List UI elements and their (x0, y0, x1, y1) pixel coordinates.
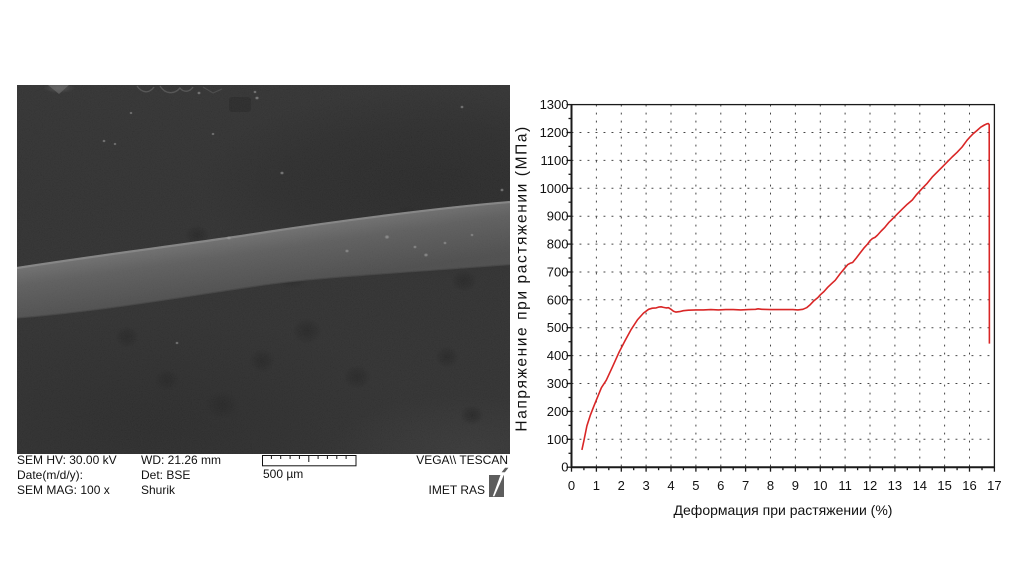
svg-text:200: 200 (547, 404, 569, 419)
svg-text:800: 800 (547, 237, 569, 252)
svg-text:14: 14 (913, 478, 927, 493)
svg-text:1100: 1100 (541, 153, 569, 168)
svg-text:3: 3 (642, 478, 649, 493)
svg-text:100: 100 (547, 432, 569, 447)
svg-text:600: 600 (547, 292, 569, 307)
svg-text:0: 0 (561, 460, 568, 475)
svg-text:Деформация при растяжении (%): Деформация при растяжении (%) (674, 502, 893, 518)
svg-text:700: 700 (547, 265, 569, 280)
svg-text:9: 9 (792, 478, 799, 493)
svg-text:16: 16 (962, 478, 976, 493)
svg-text:13: 13 (888, 478, 902, 493)
svg-text:11: 11 (838, 478, 852, 493)
svg-text:Напряжение при растяжении (МПа: Напряжение при растяжении (МПа) (514, 125, 531, 431)
svg-text:12: 12 (863, 478, 877, 493)
svg-text:10: 10 (813, 478, 827, 493)
svg-text:500: 500 (547, 320, 569, 335)
svg-text:1: 1 (593, 478, 600, 493)
svg-text:6: 6 (717, 478, 724, 493)
svg-text:15: 15 (937, 478, 951, 493)
svg-text:7: 7 (742, 478, 749, 493)
svg-text:8: 8 (767, 478, 774, 493)
svg-text:1200: 1200 (540, 125, 569, 140)
svg-text:1000: 1000 (540, 181, 569, 196)
svg-text:5: 5 (692, 478, 699, 493)
svg-text:17: 17 (987, 478, 1001, 493)
svg-text:0: 0 (568, 478, 575, 493)
svg-text:900: 900 (547, 209, 569, 224)
svg-text:1300: 1300 (540, 97, 569, 112)
svg-text:300: 300 (547, 376, 569, 391)
svg-text:4: 4 (667, 478, 674, 493)
svg-text:2: 2 (618, 478, 625, 493)
svg-text:400: 400 (547, 348, 569, 363)
